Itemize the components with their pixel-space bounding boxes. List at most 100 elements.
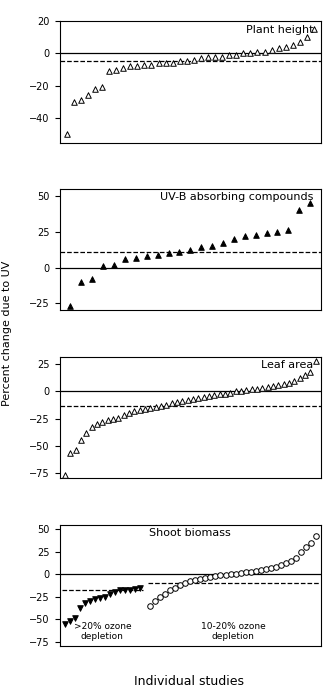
Point bbox=[153, 596, 158, 607]
Point bbox=[268, 562, 273, 573]
Point bbox=[228, 569, 233, 580]
Text: Plant height: Plant height bbox=[246, 24, 313, 35]
Point bbox=[73, 445, 78, 456]
Point bbox=[97, 592, 103, 603]
Point bbox=[102, 591, 108, 603]
Point bbox=[92, 594, 97, 605]
Point bbox=[283, 41, 288, 52]
Point bbox=[112, 587, 118, 598]
Point bbox=[169, 398, 174, 409]
Point bbox=[213, 571, 218, 582]
Point bbox=[303, 541, 308, 553]
Point bbox=[198, 573, 203, 584]
Point bbox=[262, 46, 267, 57]
Point bbox=[217, 388, 222, 399]
Point bbox=[199, 242, 204, 253]
Point bbox=[105, 414, 110, 425]
Point bbox=[127, 584, 133, 595]
Point bbox=[244, 385, 249, 396]
Point bbox=[270, 380, 276, 391]
Point bbox=[218, 570, 223, 581]
Point bbox=[223, 570, 228, 581]
Point bbox=[290, 40, 296, 51]
Point bbox=[100, 416, 105, 427]
Point bbox=[308, 537, 314, 548]
Text: Leaf area: Leaf area bbox=[261, 361, 313, 370]
Point bbox=[110, 413, 116, 424]
Point bbox=[89, 422, 94, 433]
Point bbox=[213, 51, 218, 62]
Point bbox=[304, 31, 309, 42]
Point bbox=[231, 234, 237, 245]
Point bbox=[307, 197, 313, 208]
Point bbox=[269, 44, 274, 56]
Point bbox=[142, 403, 148, 414]
Point bbox=[92, 83, 98, 95]
Point bbox=[114, 64, 119, 75]
Point bbox=[196, 393, 201, 404]
Point bbox=[198, 53, 204, 64]
Point bbox=[234, 49, 239, 60]
Point bbox=[191, 54, 197, 65]
Point bbox=[67, 616, 72, 627]
Point bbox=[64, 129, 69, 140]
Point bbox=[177, 246, 182, 257]
Point bbox=[126, 408, 132, 419]
Point bbox=[142, 59, 147, 70]
Point bbox=[163, 58, 168, 69]
Point bbox=[276, 43, 281, 54]
Point bbox=[137, 404, 142, 416]
Point bbox=[183, 578, 188, 589]
Point bbox=[208, 571, 213, 582]
Point bbox=[275, 226, 280, 237]
Text: 10-20% ozone
depletion: 10-20% ozone depletion bbox=[201, 621, 265, 641]
Point bbox=[292, 375, 297, 386]
Point bbox=[137, 582, 143, 594]
Text: Shoot biomass: Shoot biomass bbox=[150, 528, 231, 539]
Point bbox=[68, 301, 73, 312]
Point bbox=[149, 59, 154, 70]
Point bbox=[233, 569, 238, 580]
Point bbox=[226, 49, 232, 60]
Point bbox=[172, 582, 178, 594]
Point bbox=[297, 36, 303, 47]
Point bbox=[188, 245, 193, 256]
Point bbox=[255, 46, 260, 57]
Point bbox=[185, 395, 190, 406]
Point bbox=[297, 205, 302, 216]
Point bbox=[101, 261, 106, 272]
Point bbox=[155, 249, 160, 260]
Point bbox=[79, 277, 84, 288]
Point bbox=[311, 24, 317, 35]
Point bbox=[238, 568, 243, 579]
Point bbox=[84, 427, 89, 439]
Point bbox=[156, 58, 161, 69]
Point bbox=[238, 386, 244, 397]
Point bbox=[263, 563, 268, 574]
Point bbox=[242, 231, 248, 242]
Point bbox=[167, 585, 173, 596]
Point bbox=[286, 224, 291, 236]
Point bbox=[212, 389, 217, 400]
Point bbox=[82, 598, 87, 609]
Point bbox=[87, 596, 92, 607]
Point bbox=[303, 370, 308, 381]
Point bbox=[133, 252, 138, 263]
Point bbox=[180, 395, 185, 407]
Point bbox=[148, 402, 153, 414]
Point bbox=[68, 448, 73, 459]
Point bbox=[190, 393, 196, 404]
Point bbox=[158, 591, 163, 603]
Point bbox=[297, 373, 303, 384]
Point bbox=[166, 247, 171, 259]
Point bbox=[264, 227, 269, 238]
Point bbox=[281, 378, 286, 389]
Point bbox=[255, 384, 260, 395]
Point bbox=[313, 356, 318, 367]
Point bbox=[184, 56, 189, 67]
Point bbox=[72, 612, 77, 623]
Point bbox=[253, 565, 259, 576]
Point bbox=[265, 382, 270, 393]
Point bbox=[94, 418, 100, 430]
Point bbox=[313, 531, 319, 542]
